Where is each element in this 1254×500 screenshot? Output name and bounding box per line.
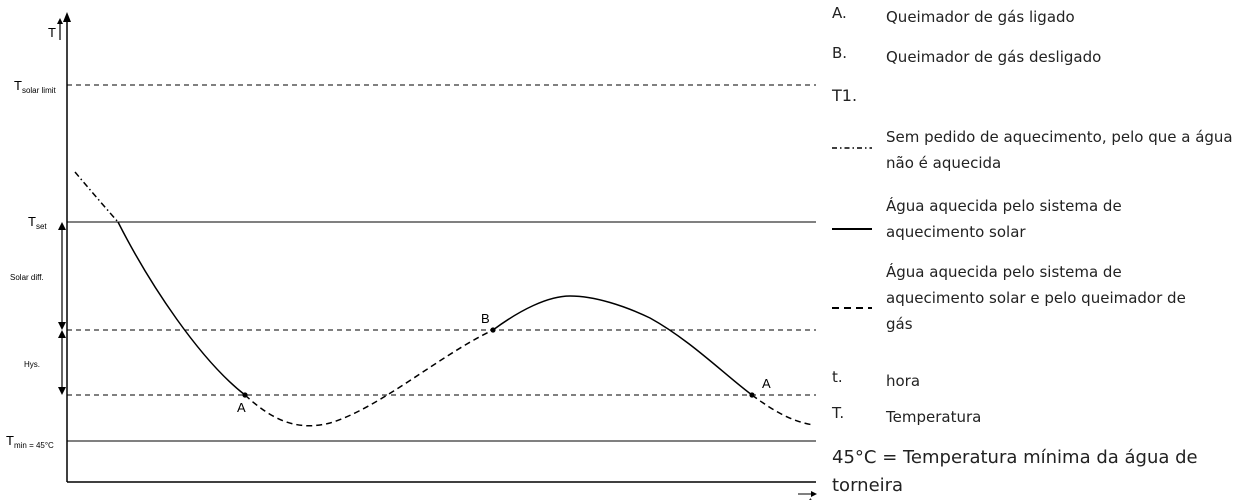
solar-diff-arrow-top: [58, 222, 66, 230]
curve-solar-heating: [492, 295, 753, 396]
legend-key: B.: [832, 44, 848, 62]
legend-item-a: A. Queimador de gás ligado: [832, 4, 1075, 30]
point-a-second-label: A: [762, 376, 771, 391]
point-a-first-label: A: [237, 400, 246, 415]
legend-item-time: t. hora: [832, 368, 920, 394]
point-b-label: B: [481, 311, 490, 326]
legend-text: Sem pedido de aquecimento, pelo que a ág…: [886, 128, 1233, 172]
hysteresis-arrow-bottom: [58, 387, 66, 395]
legend-item-temperature: T. Temperatura: [832, 404, 981, 430]
legend-text: Temperatura: [886, 408, 982, 426]
legend-item-solar: Água aquecida pelo sistema de aqueciment…: [886, 193, 1136, 245]
tset-label: Tset: [28, 214, 47, 231]
legend-key: T.: [832, 404, 845, 422]
solar-diff-label: Solar diff.: [10, 273, 44, 282]
point-a-second: [749, 392, 755, 398]
legend-text: Água aquecida pelo sistema de aqueciment…: [886, 263, 1186, 333]
legend-text: hora: [886, 372, 921, 390]
temperature-diagram: T Tsolar limit Tset Tmin = 45°C Solar di…: [6, 12, 817, 500]
hysteresis-label: Hys.: [24, 360, 40, 369]
legend-key: t.: [832, 368, 843, 386]
legend-footnote: 45°C = Temperatura mínima da água de tor…: [832, 447, 1198, 496]
legend: A. Queimador de gás ligado B. Queimador …: [832, 0, 1252, 500]
legend-text: Água aquecida pelo sistema de aqueciment…: [886, 197, 1122, 241]
y-axis-label: T: [48, 25, 56, 40]
y-axis-arrow: [63, 12, 71, 22]
legend-key: T1.: [832, 86, 858, 105]
y-axis-label-arrow-head: [57, 18, 63, 24]
solid-line-sample: [832, 228, 872, 230]
legend-text: Queimador de gás desligado: [886, 48, 1102, 66]
solar-limit-label: Tsolar limit: [14, 78, 57, 95]
curve-cooling: [117, 221, 246, 396]
solar-diff-arrow-bottom: [58, 322, 66, 330]
curve-burner-reheating: [751, 394, 815, 426]
x-axis-label-arrow-head: [811, 491, 817, 497]
point-a-first: [242, 392, 248, 398]
legend-item-t1: T1.: [832, 86, 886, 105]
legend-item-no-heating: Sem pedido de aquecimento, pelo que a ág…: [886, 124, 1252, 176]
legend-text: Queimador de gás ligado: [886, 8, 1075, 26]
dashed-line-sample: [832, 307, 872, 309]
legend-key: A.: [832, 4, 847, 22]
hysteresis-arrow-top: [58, 330, 66, 338]
curve-burner-heating: [244, 329, 494, 427]
curve-no-heating: [74, 171, 119, 223]
legend-item-solar-and-gas: Água aquecida pelo sistema de aqueciment…: [886, 259, 1196, 337]
legend-item-b: B. Queimador de gás desligado: [832, 44, 1101, 70]
dash-dot-line-sample: [832, 147, 872, 149]
tmin-label: Tmin = 45°C: [6, 433, 54, 450]
x-axis-label: t: [809, 497, 812, 500]
point-b: [490, 327, 496, 333]
